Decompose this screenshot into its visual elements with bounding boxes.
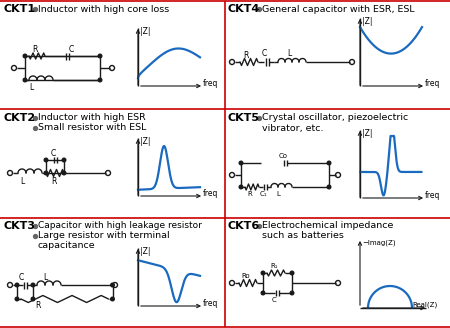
Text: L: L bbox=[43, 273, 47, 281]
Circle shape bbox=[44, 158, 48, 162]
Text: L: L bbox=[287, 50, 291, 58]
Circle shape bbox=[98, 78, 102, 82]
Circle shape bbox=[98, 54, 102, 58]
Text: L: L bbox=[20, 176, 24, 186]
Text: |Z|: |Z| bbox=[140, 136, 150, 146]
Text: |Z|: |Z| bbox=[140, 27, 150, 35]
Circle shape bbox=[290, 271, 294, 275]
Text: R: R bbox=[243, 51, 248, 59]
Circle shape bbox=[15, 297, 19, 301]
Text: CKT1: CKT1 bbox=[4, 4, 36, 14]
Text: CKT5: CKT5 bbox=[228, 113, 260, 123]
Text: R: R bbox=[32, 46, 37, 54]
Text: L: L bbox=[29, 83, 33, 92]
Text: C: C bbox=[262, 50, 267, 58]
Text: CKT3: CKT3 bbox=[4, 221, 36, 231]
Text: Co: Co bbox=[279, 153, 288, 159]
Circle shape bbox=[44, 171, 48, 175]
Text: L: L bbox=[276, 191, 280, 197]
Text: |Z|: |Z| bbox=[362, 129, 373, 137]
Circle shape bbox=[15, 283, 19, 287]
Circle shape bbox=[23, 78, 27, 82]
Text: Capacitor with high leakage resistor: Capacitor with high leakage resistor bbox=[38, 221, 202, 231]
Text: C₁: C₁ bbox=[260, 191, 267, 197]
Text: C: C bbox=[272, 297, 277, 303]
Text: C: C bbox=[51, 150, 56, 158]
Text: Crystal oscillator, piezoelectric: Crystal oscillator, piezoelectric bbox=[262, 113, 408, 122]
Circle shape bbox=[261, 271, 265, 275]
Text: vibrator, etc.: vibrator, etc. bbox=[262, 124, 324, 133]
Circle shape bbox=[327, 185, 331, 189]
Text: −Imag(Z): −Imag(Z) bbox=[362, 240, 396, 246]
Text: R₁: R₁ bbox=[270, 263, 278, 269]
Circle shape bbox=[62, 171, 66, 175]
Text: such as batteries: such as batteries bbox=[262, 232, 344, 240]
Text: R: R bbox=[51, 176, 56, 186]
Circle shape bbox=[31, 283, 35, 287]
Circle shape bbox=[261, 291, 265, 295]
Text: capacitance: capacitance bbox=[38, 241, 95, 251]
Text: CKT4: CKT4 bbox=[228, 4, 260, 14]
Circle shape bbox=[327, 161, 331, 165]
Text: freq: freq bbox=[203, 189, 218, 197]
Text: |Z|: |Z| bbox=[140, 247, 150, 256]
Text: R: R bbox=[247, 191, 252, 197]
Circle shape bbox=[290, 291, 294, 295]
Circle shape bbox=[62, 158, 66, 162]
Circle shape bbox=[111, 283, 114, 287]
Circle shape bbox=[23, 54, 27, 58]
Text: CKT6: CKT6 bbox=[228, 221, 260, 231]
Circle shape bbox=[239, 185, 243, 189]
Text: C: C bbox=[68, 46, 74, 54]
Text: |Z|: |Z| bbox=[362, 16, 373, 26]
Text: Small resistor with ESL: Small resistor with ESL bbox=[38, 124, 146, 133]
Text: Inductor with high core loss: Inductor with high core loss bbox=[38, 5, 169, 13]
Text: freq: freq bbox=[425, 78, 441, 88]
Text: freq: freq bbox=[203, 298, 218, 308]
Text: Ro: Ro bbox=[241, 273, 250, 279]
Circle shape bbox=[239, 161, 243, 165]
Text: Inductor with high ESR: Inductor with high ESR bbox=[38, 113, 146, 122]
Text: Real(Z): Real(Z) bbox=[412, 302, 437, 308]
Text: freq: freq bbox=[203, 78, 218, 88]
Text: Electrochemical impedance: Electrochemical impedance bbox=[262, 221, 393, 231]
Text: C: C bbox=[19, 274, 24, 282]
Text: Large resistor with terminal: Large resistor with terminal bbox=[38, 232, 170, 240]
Text: General capacitor with ESR, ESL: General capacitor with ESR, ESL bbox=[262, 5, 414, 13]
Text: freq: freq bbox=[425, 191, 441, 199]
Text: R: R bbox=[35, 301, 40, 311]
Circle shape bbox=[111, 297, 114, 301]
Text: CKT2: CKT2 bbox=[4, 113, 36, 123]
Circle shape bbox=[31, 297, 35, 301]
